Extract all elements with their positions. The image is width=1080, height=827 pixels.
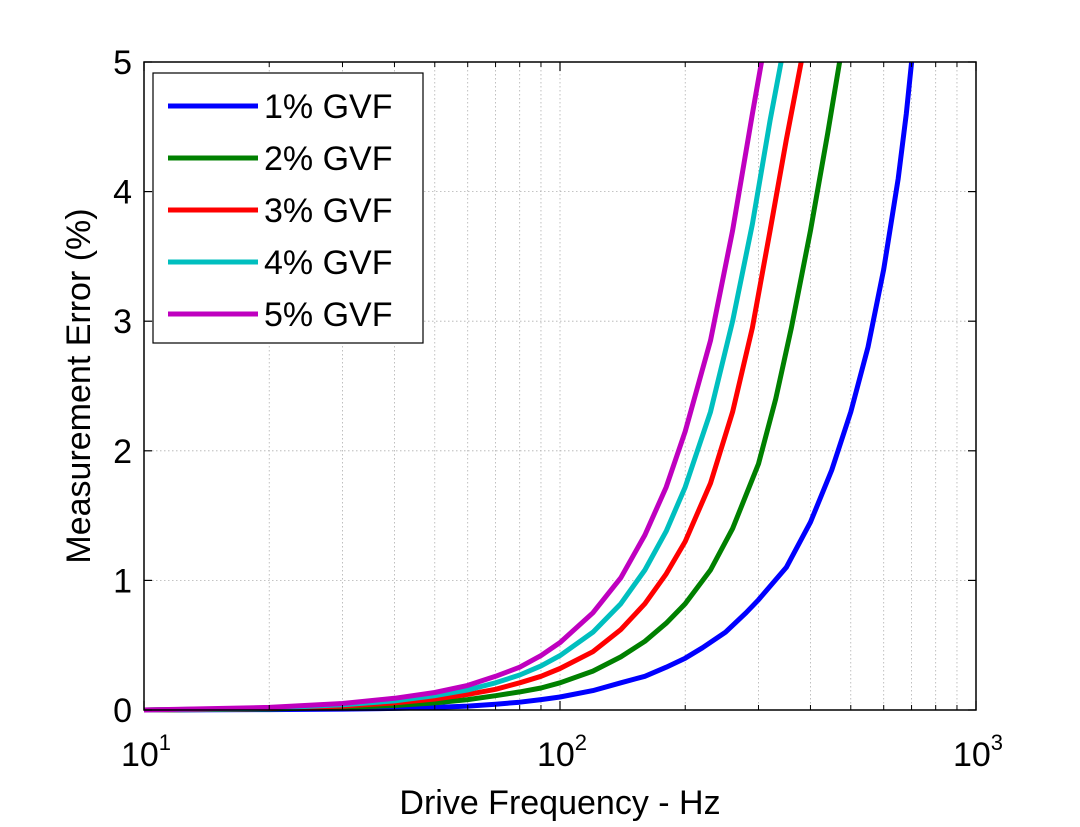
series-line [143, 61, 843, 713]
legend-label: 3% GVF [264, 192, 392, 230]
x-tick-label: 103 [953, 730, 1003, 774]
x-tick-label: 101 [121, 730, 171, 774]
legend-label: 4% GVF [264, 244, 392, 282]
legend-label: 5% GVF [264, 296, 392, 334]
grid [144, 62, 976, 710]
axis-ticks: 0 1 2 3 4 5 101 102 103 [113, 44, 1003, 774]
series-line [143, 61, 764, 713]
series-line [143, 61, 915, 713]
series-layer [143, 61, 915, 713]
legend-label: 1% GVF [264, 88, 392, 126]
x-tick-label: 102 [537, 730, 587, 774]
y-tick-label: 1 [113, 562, 132, 600]
x-axis-label: Drive Frequency - Hz [399, 784, 720, 822]
legend: 1% GVF 2% GVF 3% GVF 4% GVF 5% GVF [152, 72, 424, 344]
y-tick-label: 5 [113, 44, 132, 82]
y-tick-label: 3 [113, 303, 132, 341]
y-axis-label: Measurement Error (%) [60, 208, 98, 563]
series-line [143, 61, 784, 713]
legend-label: 2% GVF [264, 140, 392, 178]
y-tick-label: 0 [113, 692, 132, 730]
y-tick-label: 4 [113, 174, 132, 212]
y-tick-label: 2 [113, 433, 132, 471]
